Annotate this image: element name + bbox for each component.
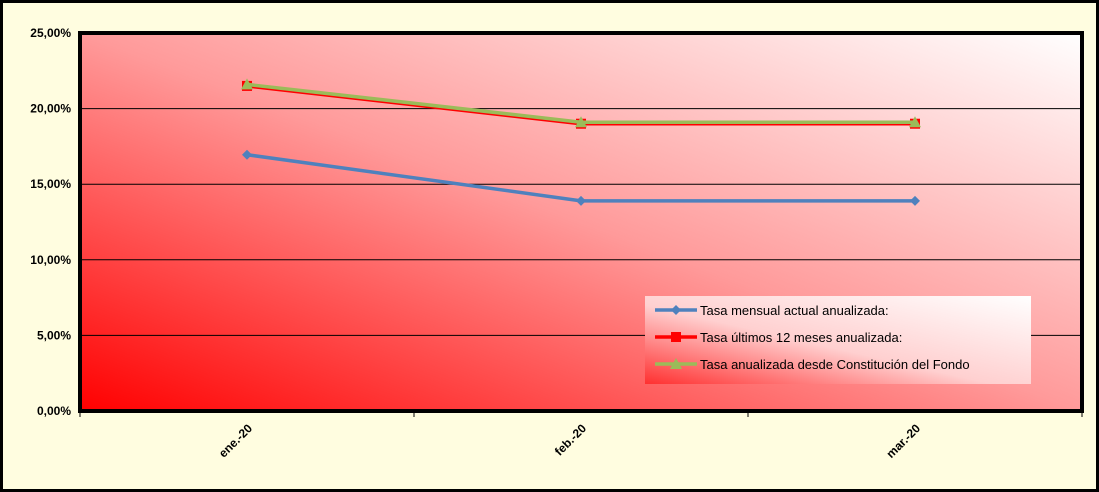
data-point bbox=[910, 195, 920, 206]
y-tick-label: 15,00% bbox=[30, 177, 71, 191]
y-tick-label: 5,00% bbox=[37, 328, 71, 342]
legend-item: Tasa anualizada desde Constitución del F… bbox=[655, 357, 970, 372]
series-3 bbox=[241, 78, 921, 128]
grid-lines bbox=[80, 108, 1082, 336]
x-axis-tick-marks bbox=[79, 411, 1083, 417]
legend-label: Tasa últimos 12 meses anualizada: bbox=[700, 330, 902, 345]
legend-items: Tasa mensual actual anualizada: Tasa últi… bbox=[655, 303, 970, 372]
legend-box bbox=[645, 296, 1031, 384]
series-1 bbox=[242, 149, 920, 206]
x-tick-label: feb.-20 bbox=[552, 421, 589, 458]
legend-marker bbox=[671, 305, 681, 315]
y-tick-label: 10,00% bbox=[30, 253, 71, 267]
x-tick-label: mar.-20 bbox=[884, 421, 924, 461]
data-point bbox=[242, 149, 252, 160]
data-point bbox=[909, 116, 921, 128]
legend-label: Tasa anualizada desde Constitución del F… bbox=[700, 357, 970, 372]
y-tick-label: 0,00% bbox=[37, 404, 71, 418]
data-point bbox=[576, 195, 586, 206]
legend-item: Tasa mensual actual anualizada: bbox=[655, 303, 889, 318]
y-tick-label: 20,00% bbox=[30, 102, 71, 116]
legend-label: Tasa mensual actual anualizada: bbox=[700, 303, 889, 318]
legend-marker bbox=[671, 332, 681, 342]
y-tick-label: 25,00% bbox=[30, 26, 71, 40]
series-layer bbox=[241, 78, 921, 206]
x-tick-label: ene.-20 bbox=[216, 421, 255, 460]
legend-item: Tasa últimos 12 meses anualizada: bbox=[655, 330, 902, 345]
data-point bbox=[241, 78, 253, 90]
y-axis-tick-labels: 0,00% 5,00% 10,00% 15,00% 20,00% 25,00% bbox=[30, 26, 71, 418]
x-axis-tick-labels: ene.-20 feb.-20 mar.-20 bbox=[216, 421, 923, 461]
legend: Tasa mensual actual anualizada: Tasa últi… bbox=[645, 296, 1031, 384]
data-point bbox=[575, 116, 587, 128]
plot-border bbox=[78, 31, 1084, 413]
legend-marker bbox=[670, 358, 682, 369]
